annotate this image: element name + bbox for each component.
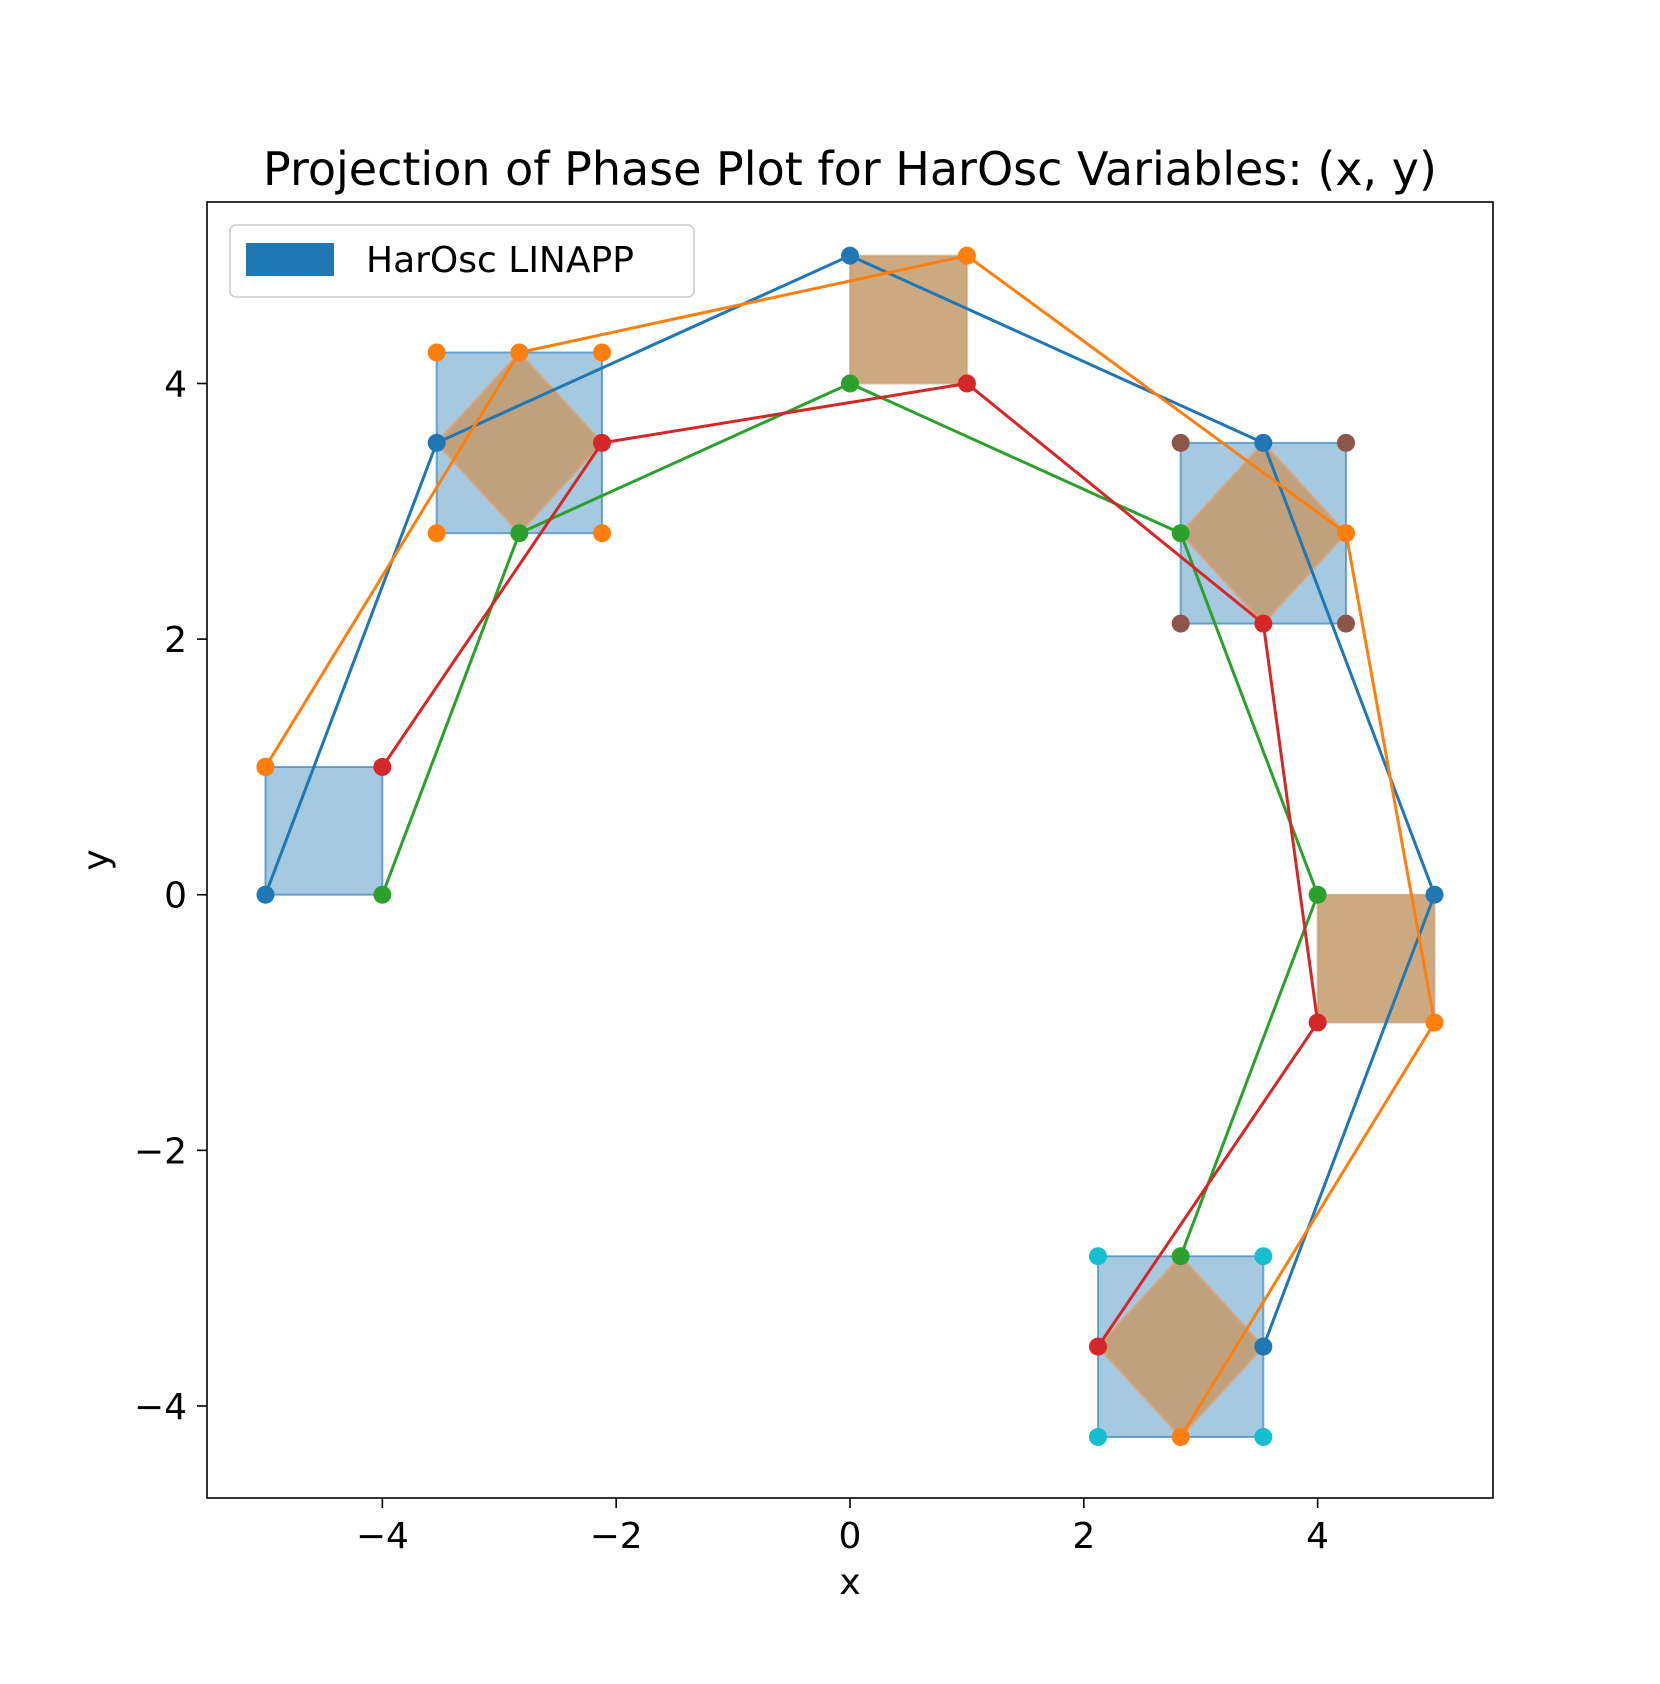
trajectory-point-1-3 [841, 246, 859, 265]
legend-label: HarOsc LINAPP [366, 240, 634, 281]
axis-ticks: −4 −2 0 2 4 −4 −2 0 2 4 [134, 364, 1329, 1557]
trajectory-point-4-6 [1088, 1337, 1107, 1356]
trajectory-point-4-3 [957, 374, 976, 393]
trajectory-point-3-1 [373, 885, 392, 904]
trajectory-point-4-1 [373, 757, 392, 776]
reach-box-6 [1316, 893, 1436, 1024]
trajectory-point-1-5 [1425, 885, 1444, 904]
reach-box-5 [849, 254, 968, 385]
trajectory-line-3 [380, 381, 1320, 1257]
trajectory-line-1 [264, 254, 1437, 1348]
trajectory-point-1-4 [1254, 433, 1273, 452]
trajectory-point-3-4 [1171, 524, 1190, 543]
trajectory-point-2-2 [510, 343, 529, 362]
corner-point-1-2 [593, 343, 612, 362]
trajectory-point-2-6 [1171, 1427, 1190, 1446]
trajectory-point-3-2 [510, 524, 529, 543]
corner-point-3-3 [1088, 1427, 1107, 1446]
corner-point-3-1 [1088, 1247, 1107, 1266]
y-tick-label: −4 [134, 1387, 187, 1428]
plot-area [256, 246, 1444, 1446]
trajectory-line-2 [264, 254, 1437, 1438]
y-tick-label: 2 [164, 620, 187, 661]
corner-point-1-1 [427, 343, 446, 362]
trajectory-point-3-3 [841, 374, 859, 393]
trajectory-point-2-3 [957, 246, 976, 265]
chart-title: Projection of Phase Plot for HarOsc Vari… [263, 142, 1437, 196]
legend: HarOsc LINAPP [229, 224, 695, 298]
trajectory-point-4-5 [1308, 1013, 1327, 1032]
trajectory-line-4 [381, 381, 1320, 1348]
trajectory-point-1-2 [427, 433, 446, 452]
trajectory-point-2-5 [1425, 1013, 1444, 1032]
trajectory-point-4-2 [593, 433, 612, 452]
trajectory-point-2-1 [256, 757, 275, 776]
x-tick-label: 2 [1072, 1516, 1095, 1557]
corner-point-3-4 [1254, 1427, 1273, 1446]
y-tick-label: 4 [164, 364, 187, 405]
legend-swatch [246, 243, 334, 276]
trajectory-point-3-6 [1171, 1247, 1190, 1266]
reach-box-1 [264, 765, 384, 896]
legend-box [229, 224, 695, 298]
corner-point-2-4 [1336, 614, 1355, 633]
trajectory-point-2-4 [1336, 524, 1355, 543]
y-tick-label: 0 [164, 876, 187, 917]
trajectory-point-1-1 [256, 885, 275, 904]
y-axis-label: y [76, 849, 117, 870]
trajectory-point-4-4 [1254, 614, 1273, 633]
trajectory-point-1-6 [1254, 1337, 1273, 1356]
corner-point-2-2 [1336, 433, 1355, 452]
corner-point-1-4 [593, 524, 612, 543]
x-tick-label: −4 [356, 1516, 409, 1557]
y-tick-label: −2 [134, 1131, 187, 1172]
corner-point-2-3 [1171, 614, 1190, 633]
corner-point-3-2 [1254, 1247, 1273, 1266]
x-tick-label: 0 [839, 1516, 862, 1557]
x-axis-label: x [839, 1562, 860, 1603]
corner-point-2-1 [1171, 433, 1190, 452]
trajectory-point-3-5 [1308, 885, 1327, 904]
x-tick-label: 4 [1306, 1516, 1329, 1557]
x-tick-label: −2 [590, 1516, 643, 1557]
corner-point-1-3 [427, 524, 446, 543]
